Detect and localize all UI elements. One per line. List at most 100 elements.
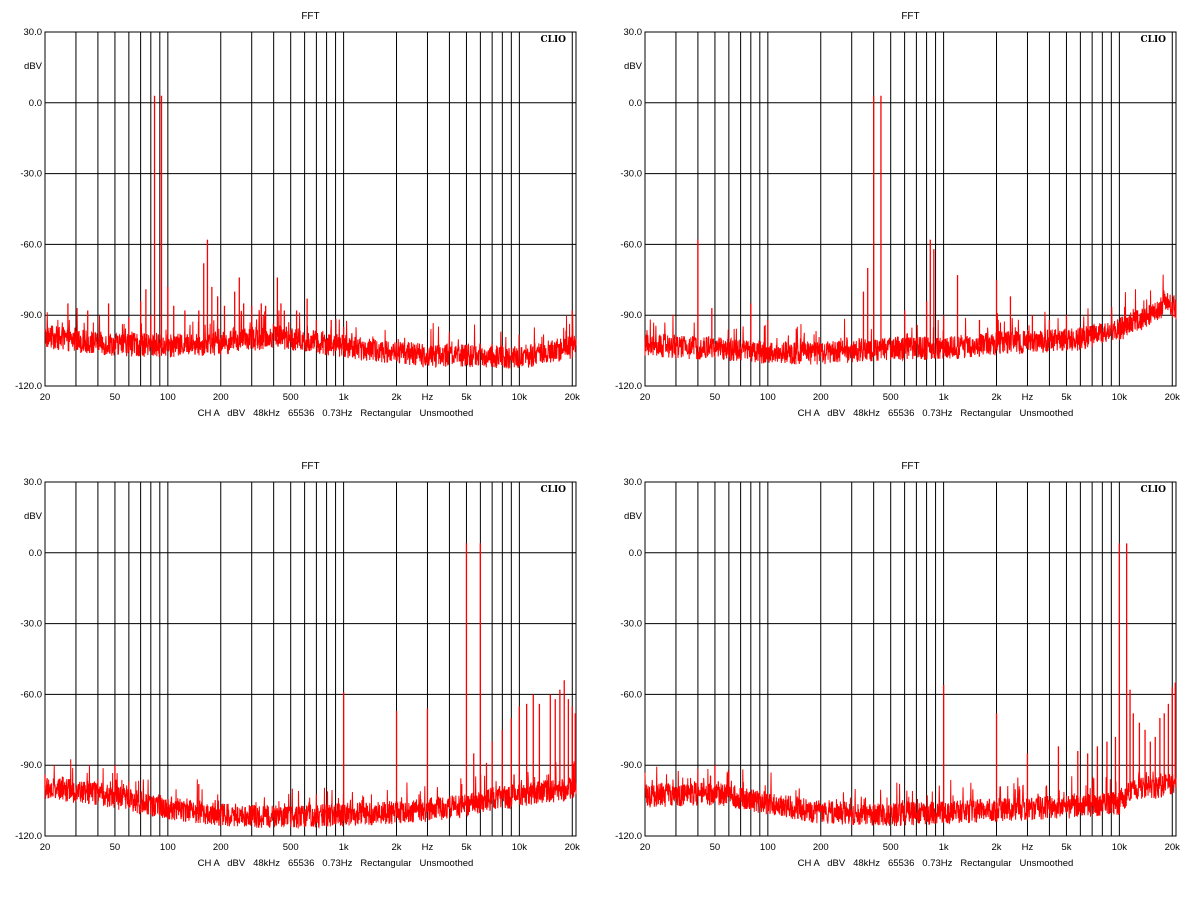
- x-tick-label: 1k: [939, 392, 949, 403]
- x-tick-label: 5k: [461, 392, 471, 403]
- x-tick-label: 200: [213, 392, 229, 403]
- y-tick-label: -120.0: [615, 381, 642, 392]
- y-tick-label: -60.0: [620, 239, 642, 250]
- fft-chart-3: FFT CLIO 30.0 0.0 -30.0 -60.0 -90.0 -120.0 dBV 20…: [0, 450, 600, 900]
- x-tick-label: 20: [640, 392, 651, 403]
- y-tick-label: 0.0: [29, 98, 42, 109]
- x-tick-label: 20k: [565, 842, 581, 853]
- x-tick-label: 10k: [512, 842, 528, 853]
- chart-title: FFT: [301, 11, 319, 22]
- x-tick-label: 10k: [512, 392, 528, 403]
- x-tick-label: 100: [160, 392, 176, 403]
- x-tick-label: 10k: [1112, 392, 1128, 403]
- y-tick-label: -90.0: [20, 310, 42, 321]
- x-tick-label: 50: [710, 392, 721, 403]
- y-tick-label: -60.0: [20, 689, 42, 700]
- x-tick-label: 500: [283, 842, 299, 853]
- x-tick-label: 2k: [991, 842, 1001, 853]
- x-tick-label: 2k: [991, 392, 1001, 403]
- fft-chart-svg: FFT CLIO 30.0 0.0 -30.0 -60.0 -90.0 -120.0 dBV 20…: [615, 11, 1181, 419]
- fft-chart-svg: FFT CLIO 30.0 0.0 -30.0 -60.0 -90.0 -120.0 dBV 20…: [615, 461, 1181, 869]
- y-axis-label: dBV: [624, 61, 643, 72]
- x-tick-label: 10k: [1112, 842, 1128, 853]
- plot-frame: [644, 31, 1177, 387]
- chart-footer: CH A dBV 48kHz 65536 0.73Hz Rectangular …: [798, 408, 1074, 419]
- y-tick-label: 30.0: [624, 27, 643, 38]
- plot-frame: [44, 31, 577, 387]
- x-tick-label: 100: [760, 842, 776, 853]
- x-tick-label: 1k: [339, 392, 349, 403]
- y-tick-label: 0.0: [29, 548, 42, 559]
- x-tick-label: 2k: [391, 392, 401, 403]
- x-tick-label: 2k: [391, 842, 401, 853]
- y-tick-label: -120.0: [15, 831, 42, 842]
- x-tick-label: 1k: [339, 842, 349, 853]
- x-tick-label: 500: [883, 842, 899, 853]
- y-axis-label: dBV: [24, 511, 43, 522]
- fft-chart-svg: FFT CLIO 30.0 0.0 -30.0 -60.0 -90.0 -120.0 dBV 20…: [15, 11, 581, 419]
- chart-footer: CH A dBV 48kHz 65536 0.73Hz Rectangular …: [198, 858, 474, 869]
- noise-floor-trace: [644, 766, 1177, 827]
- y-tick-label: 30.0: [24, 477, 43, 488]
- y-tick-label: -120.0: [615, 831, 642, 842]
- x-tick-label: Hz: [422, 392, 434, 403]
- x-tick-label: 50: [110, 842, 121, 853]
- x-tick-label: 1k: [939, 842, 949, 853]
- y-tick-label: 30.0: [624, 477, 643, 488]
- y-tick-label: -30.0: [20, 169, 42, 180]
- brand-label: CLIO: [1140, 485, 1166, 495]
- brand-label: CLIO: [540, 35, 566, 45]
- x-tick-label: 50: [710, 842, 721, 853]
- noise-floor-trace: [44, 308, 577, 369]
- fft-chart-4: FFT CLIO 30.0 0.0 -30.0 -60.0 -90.0 -120.0 dBV 20…: [600, 450, 1200, 900]
- y-tick-label: -120.0: [15, 381, 42, 392]
- y-tick-label: -30.0: [20, 619, 42, 630]
- y-tick-label: -90.0: [20, 760, 42, 771]
- plot-frame: [44, 481, 577, 837]
- y-tick-label: -60.0: [20, 239, 42, 250]
- chart-title: FFT: [301, 461, 319, 472]
- y-tick-label: -90.0: [620, 760, 642, 771]
- x-tick-label: 20: [40, 842, 51, 853]
- noise-floor-trace: [44, 759, 577, 829]
- y-tick-label: 30.0: [24, 27, 43, 38]
- x-tick-label: 20k: [1165, 842, 1181, 853]
- y-tick-label: -90.0: [620, 310, 642, 321]
- y-axis-label: dBV: [624, 511, 643, 522]
- x-tick-label: 20: [640, 842, 651, 853]
- x-tick-label: 500: [283, 392, 299, 403]
- x-tick-label: Hz: [1022, 842, 1034, 853]
- x-tick-label: 5k: [461, 842, 471, 853]
- x-tick-label: 100: [760, 392, 776, 403]
- x-tick-label: 5k: [1061, 392, 1071, 403]
- plot-frame: [644, 481, 1177, 837]
- x-tick-label: 500: [883, 392, 899, 403]
- chart-footer: CH A dBV 48kHz 65536 0.73Hz Rectangular …: [798, 858, 1074, 869]
- x-tick-label: 100: [160, 842, 176, 853]
- chart-title: FFT: [901, 11, 919, 22]
- y-axis-label: dBV: [24, 61, 43, 72]
- fft-chart-1: FFT CLIO 30.0 0.0 -30.0 -60.0 -90.0 -120.0 dBV 20…: [0, 0, 600, 450]
- x-tick-label: 20k: [1165, 392, 1181, 403]
- y-tick-label: 0.0: [629, 98, 642, 109]
- chart-title: FFT: [901, 461, 919, 472]
- chart-footer: CH A dBV 48kHz 65536 0.73Hz Rectangular …: [198, 408, 474, 419]
- x-tick-label: 5k: [1061, 842, 1071, 853]
- x-tick-label: 20: [40, 392, 51, 403]
- y-tick-label: -30.0: [620, 169, 642, 180]
- brand-label: CLIO: [1140, 35, 1166, 45]
- x-tick-label: 50: [110, 392, 121, 403]
- y-tick-label: -30.0: [620, 619, 642, 630]
- fft-chart-2: FFT CLIO 30.0 0.0 -30.0 -60.0 -90.0 -120.0 dBV 20…: [600, 0, 1200, 450]
- x-tick-label: 200: [813, 842, 829, 853]
- x-tick-label: Hz: [1022, 392, 1034, 403]
- brand-label: CLIO: [540, 485, 566, 495]
- x-tick-label: Hz: [422, 842, 434, 853]
- noise-floor-trace: [644, 274, 1177, 365]
- fft-chart-svg: FFT CLIO 30.0 0.0 -30.0 -60.0 -90.0 -120.0 dBV 20…: [15, 461, 581, 869]
- y-tick-label: -60.0: [620, 689, 642, 700]
- x-tick-label: 200: [813, 392, 829, 403]
- x-tick-label: 200: [213, 842, 229, 853]
- y-tick-label: 0.0: [629, 548, 642, 559]
- x-tick-label: 20k: [565, 392, 581, 403]
